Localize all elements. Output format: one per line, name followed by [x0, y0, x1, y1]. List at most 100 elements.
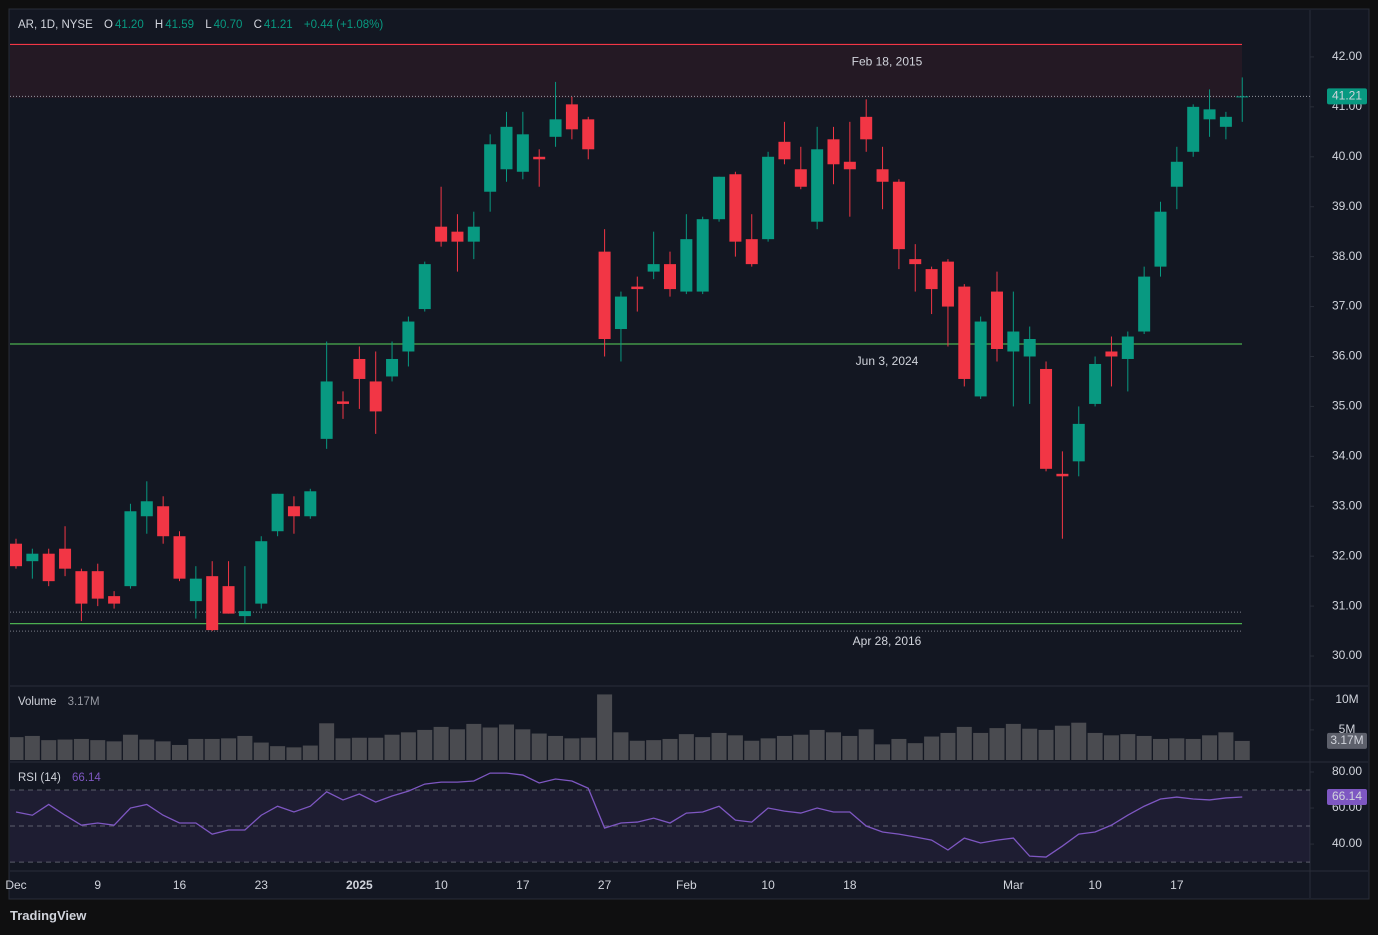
volume-bar	[24, 735, 40, 760]
volume-bar	[1136, 735, 1152, 760]
candle-body	[337, 401, 349, 404]
x-tick-label: Feb	[676, 878, 697, 892]
candle-body	[435, 226, 448, 242]
candle-body	[206, 576, 219, 631]
volume-bar	[711, 732, 727, 760]
volume-bar	[1185, 738, 1201, 760]
candle-body	[827, 139, 840, 165]
volume-bar	[1054, 725, 1070, 760]
candle-body	[1007, 331, 1020, 352]
rsi-legend: RSI (14) 66.14	[18, 772, 103, 784]
candle-body	[582, 119, 595, 150]
volume-bar	[678, 734, 694, 760]
volume-bar	[106, 741, 122, 760]
panel-title: Volume	[18, 696, 57, 708]
candle-body	[1040, 368, 1053, 469]
volume-bar	[155, 741, 171, 760]
candle-body	[647, 264, 660, 272]
x-tick-label: 23	[255, 878, 269, 892]
y-tick-label: 36.00	[1332, 349, 1362, 363]
volume-bar	[875, 744, 891, 760]
y-tick-label: 35.00	[1332, 399, 1362, 413]
candle-body	[631, 286, 644, 290]
candle-body	[745, 239, 758, 265]
volume-bar	[1103, 735, 1119, 760]
y-tick-label: 38.00	[1332, 249, 1362, 263]
volume-bar	[499, 724, 514, 760]
x-tick-label: 10	[761, 878, 775, 892]
x-tick-label: Dec	[5, 878, 26, 892]
volume-bar	[1120, 734, 1136, 760]
volume-bar	[924, 736, 940, 760]
volume-bar	[531, 733, 547, 760]
candle-body	[91, 571, 104, 599]
ohlc-key: H	[154, 19, 164, 31]
candle-body	[811, 149, 824, 222]
volume-bar	[237, 735, 253, 760]
volume-bar	[613, 732, 629, 760]
y-tick-label: 40.00	[1332, 836, 1362, 850]
candle-body	[353, 358, 366, 379]
price-tag	[1327, 88, 1367, 105]
price-tag-label: 3.17M	[1330, 733, 1363, 747]
x-tick-label: 27	[598, 878, 612, 892]
volume-bar	[809, 729, 825, 760]
candle-body	[386, 358, 399, 377]
candle-body	[173, 536, 186, 579]
x-tick-label: 10	[1088, 878, 1102, 892]
volume-bar	[580, 737, 596, 760]
candle-body	[42, 553, 55, 582]
candle-body	[1089, 363, 1102, 404]
volume-bar	[940, 732, 956, 760]
price-tag	[1327, 732, 1367, 749]
plot-area: Feb 18, 2015 Jun 3, 2024 Apr 28, 2016	[10, 43, 1310, 863]
candle-body	[1154, 211, 1167, 267]
candle-body	[304, 491, 317, 517]
candle-body	[843, 161, 856, 170]
volume-bar	[172, 744, 187, 760]
symbol: AR, 1D, NYSE	[18, 19, 93, 31]
y-tick-label: 5M	[1339, 722, 1356, 736]
price-tag	[1327, 788, 1367, 805]
panel-value: 66.14	[72, 772, 101, 784]
x-tick-label: 9	[94, 878, 101, 892]
candle-body	[1121, 336, 1134, 359]
candle-body	[451, 231, 464, 242]
volume-bar	[515, 729, 531, 760]
candle-body	[26, 553, 39, 562]
volume-bar	[564, 738, 580, 760]
candle-body	[664, 264, 676, 290]
volume-bar	[57, 739, 73, 760]
volume-bar	[417, 729, 433, 760]
rsi-line	[15, 772, 1243, 858]
x-tick-label: 16	[173, 878, 187, 892]
candle-body	[533, 156, 546, 160]
volume-bar	[646, 740, 662, 760]
volume-legend: Volume 3.17M	[18, 696, 102, 708]
candle-body	[320, 381, 333, 439]
volume-bar	[204, 738, 220, 760]
volume-bar	[221, 738, 237, 760]
panel-value: 3.17M	[67, 696, 100, 708]
volume-bar	[1071, 722, 1087, 760]
volume-bar	[793, 734, 809, 760]
y-tick-label: 39.00	[1332, 199, 1362, 213]
axes: Dec 9 16 23 2025 10 17 27 Feb 10 18 Mar 10 17 30.00 31.…	[5, 49, 1367, 892]
volume-bar	[776, 735, 792, 760]
candle-body	[516, 134, 529, 172]
ohlc-value: 40.70	[213, 19, 243, 31]
candle-body	[762, 156, 775, 240]
candle-body	[1105, 351, 1118, 357]
candle-body	[124, 511, 137, 587]
volume-bar	[139, 739, 155, 760]
x-tick-label: Mar	[1003, 878, 1024, 892]
candle-body	[467, 226, 480, 242]
candle-body	[1170, 161, 1183, 187]
volume-bar	[351, 737, 367, 760]
y-tick-label: 31.00	[1332, 598, 1362, 612]
candle-body	[729, 174, 742, 242]
candle-body	[108, 596, 121, 604]
y-tick-label: 80.00	[1332, 764, 1362, 778]
volume-bar	[286, 747, 302, 760]
